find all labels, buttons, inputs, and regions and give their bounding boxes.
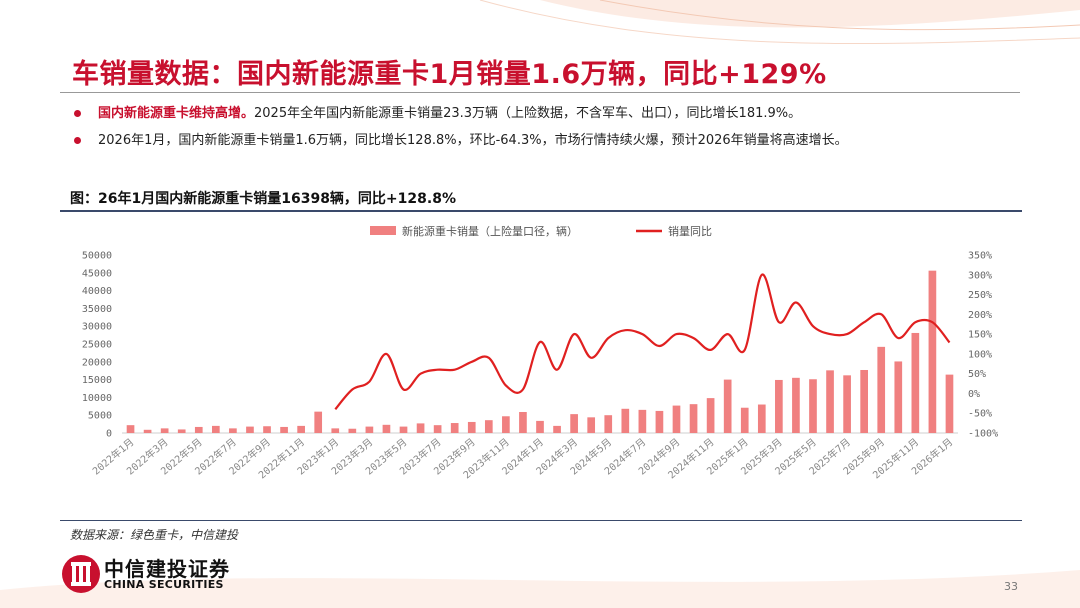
bar-sales (587, 417, 596, 433)
bar-sales (757, 404, 766, 433)
y-right-tick-label: -50% (968, 409, 992, 420)
y-left-tick-label: 20000 (82, 357, 112, 368)
bar-sales (433, 425, 442, 433)
logo-text-cn: 中信建投证券 (104, 557, 230, 581)
bar-sales (877, 346, 886, 433)
y-left-tick-label: 0 (106, 429, 112, 440)
bar-sales (314, 411, 323, 433)
legend-bar-swatch (370, 226, 396, 235)
source-divider (60, 520, 1022, 521)
bar-sales (655, 410, 664, 433)
bullet-list: 国内新能源重卡维持高增。2025年全年国内新能源重卡销量23.3万辆（上险数据，… (74, 100, 848, 154)
data-source: 数据来源：绿色重卡，中信建投 (70, 528, 239, 542)
y-right-tick-label: 50% (968, 369, 986, 380)
bar-sales (706, 398, 715, 433)
y-left-tick-label: 30000 (82, 322, 112, 333)
y-left-tick-label: 15000 (82, 375, 112, 386)
bar-sales (177, 429, 186, 433)
bar-sales (263, 426, 271, 433)
bar-sales (689, 404, 698, 433)
bar-sales (229, 428, 237, 433)
bar-sales (792, 377, 800, 433)
bar-sales (860, 369, 869, 433)
bar-sales (416, 423, 425, 433)
bar-sales (723, 379, 732, 433)
bullet-text: 2025年全年国内新能源重卡销量23.3万辆（上险数据，不含军车、出口），同比增… (254, 106, 802, 121)
bullet-dot-icon (74, 110, 81, 117)
y-right-tick-label: 100% (968, 349, 992, 360)
legend-bar-label: 新能源重卡销量（上险量口径，辆） (402, 224, 578, 238)
bar-sales (638, 409, 647, 433)
bar-sales (809, 379, 817, 433)
title-divider (60, 92, 1020, 93)
bar-sales (348, 428, 357, 433)
bar-sales (894, 361, 903, 433)
y-right-tick-label: 300% (968, 270, 992, 281)
page-number: 33 (1004, 580, 1018, 593)
bar-sales (160, 428, 169, 433)
line-yoy (334, 273, 951, 411)
bullet-item: 国内新能源重卡维持高增。2025年全年国内新能源重卡销量23.3万辆（上险数据，… (74, 100, 848, 127)
y-left-tick-label: 40000 (82, 286, 112, 297)
y-left-tick-label: 10000 (82, 393, 112, 404)
bullet-highlight: 国内新能源重卡维持高增。 (98, 106, 255, 121)
bar-sales (126, 425, 135, 433)
bar-sales (843, 375, 851, 433)
bar-sales (382, 424, 391, 433)
bar-sales (297, 425, 305, 433)
logo-text-en: CHINA SECURITIES (104, 578, 224, 591)
figure-divider (60, 210, 1022, 212)
bar-sales (450, 423, 459, 433)
figure-title: 图：26年1月国内新能源重卡销量16398辆，同比+128.8% (70, 191, 456, 207)
bar-sales (502, 416, 510, 433)
bar-sales (194, 426, 203, 433)
y-left-tick-label: 35000 (82, 304, 112, 315)
y-left-tick-label: 25000 (82, 340, 112, 351)
bar-sales (280, 426, 288, 433)
bar-sales (553, 425, 561, 433)
bar-sales (519, 411, 527, 433)
citic-logo-icon (62, 555, 100, 593)
bar-sales (826, 370, 834, 433)
bar-sales (740, 407, 749, 433)
bar-sales (775, 379, 783, 433)
bar-sales (143, 429, 152, 433)
bar-sales (331, 428, 340, 433)
bullet-item: 2026年1月，国内新能源重卡销量1.6万辆，同比增长128.8%，环比-64.… (74, 127, 848, 154)
bar-sales (911, 332, 920, 433)
bar-sales (484, 420, 493, 433)
bar-sales (570, 414, 578, 433)
bar-sales (604, 415, 613, 433)
y-left-tick-label: 5000 (88, 411, 112, 422)
page-title: 车销量数据：国内新能源重卡1月销量1.6万辆，同比+129% (72, 59, 827, 90)
bar-sales (365, 426, 374, 433)
y-right-tick-label: 350% (968, 251, 992, 262)
bar-sales (399, 426, 408, 433)
bar-sales (211, 425, 220, 433)
y-left-tick-label: 45000 (82, 268, 112, 279)
bullet-dot-icon (74, 137, 81, 144)
bar-sales (672, 405, 681, 433)
bullet-text: 2026年1月，国内新能源重卡销量1.6万辆，同比增长128.8%，环比-64.… (98, 133, 848, 148)
legend-line-label: 销量同比 (668, 224, 712, 238)
y-right-tick-label: 200% (968, 310, 992, 321)
bar-sales (536, 420, 544, 433)
bar-sales (246, 426, 254, 433)
y-right-tick-label: 150% (968, 330, 992, 341)
bar-sales (928, 270, 937, 433)
bar-sales (945, 374, 954, 433)
y-left-tick-label: 50000 (82, 251, 112, 262)
bar-sales (467, 421, 476, 433)
y-right-tick-label: 0% (968, 389, 980, 400)
y-right-tick-label: -100% (968, 429, 998, 440)
bar-sales (621, 408, 630, 433)
y-right-tick-label: 250% (968, 290, 992, 301)
